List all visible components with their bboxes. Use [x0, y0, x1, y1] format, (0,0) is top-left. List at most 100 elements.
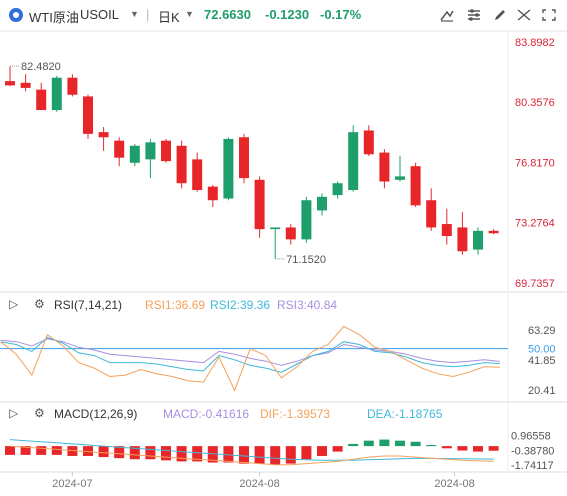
- symbol-dropdown-icon[interactable]: ▼: [130, 9, 139, 19]
- macd-histogram-bar: [161, 446, 171, 461]
- macd-histogram-bar: [114, 446, 125, 459]
- dif-line: [9, 445, 494, 466]
- macd-histogram-bar: [426, 445, 437, 447]
- macd-histogram-bar: [395, 440, 405, 447]
- macd-histogram-bar: [473, 446, 483, 452]
- macd-histogram-bar: [239, 446, 249, 464]
- candle-body: [239, 137, 249, 179]
- macd-histogram-bar: [67, 446, 78, 456]
- macd-histogram-bar: [317, 446, 327, 456]
- candle-body: [129, 145, 140, 163]
- candle-body: [51, 77, 62, 111]
- toolbar: WTI原油 USOIL ▼ | 日K ▼ 72.6630 -0.1230 -0.…: [0, 0, 567, 30]
- macd-axis-tick: 0.96558: [511, 431, 551, 443]
- rsi3-value: RSI3:40.84: [277, 298, 338, 312]
- candle-body: [410, 166, 421, 206]
- candle-body: [348, 132, 359, 191]
- instrument-logo-icon: [9, 8, 23, 22]
- crosshair-icon[interactable]: [514, 6, 534, 24]
- macd-value: MACD:-0.41616: [163, 407, 250, 421]
- candle-body: [83, 96, 93, 134]
- macd-histogram-bar: [348, 443, 359, 447]
- macd-histogram-bar: [223, 446, 234, 463]
- macd-histogram-bar: [36, 446, 47, 455]
- candle-body: [67, 77, 78, 95]
- candle-body: [426, 200, 437, 228]
- price-axis-tick: 83.8982: [515, 37, 555, 49]
- price-axis-tick: 80.3576: [515, 97, 555, 109]
- period-selector[interactable]: 日K: [158, 10, 180, 25]
- candle-body: [114, 140, 125, 158]
- candle-body: [363, 130, 374, 155]
- candle-body: [332, 183, 343, 196]
- x-axis-label: 2024-08: [239, 478, 279, 490]
- candle-body: [5, 81, 15, 86]
- price-change: -0.1230: [265, 7, 310, 22]
- price-axis-tick: 73.2764: [515, 218, 555, 230]
- toolbar-divider: |: [146, 7, 150, 22]
- instrument-name[interactable]: WTI原油: [29, 10, 79, 25]
- settings-icon[interactable]: [464, 6, 484, 24]
- macd-histogram-bar: [83, 446, 93, 456]
- candle-body: [395, 176, 405, 180]
- symbol-selector[interactable]: USOIL: [80, 7, 120, 22]
- candle-body: [145, 142, 156, 160]
- rsi-axis-tick: 41.85: [528, 355, 556, 367]
- candle-body: [301, 200, 312, 240]
- rsi-header: ▷ ⚙ RSI(7,14,21) RSI1:36.69 RSI2:39.36 R…: [0, 297, 567, 316]
- candle-body: [270, 227, 281, 230]
- macd-histogram-bar: [488, 446, 499, 451]
- candle-body: [379, 152, 390, 182]
- x-axis-label: 2024-08: [434, 478, 474, 490]
- dea-line: [9, 439, 494, 461]
- candle-body: [176, 145, 187, 184]
- macd-settings-icon[interactable]: ⚙: [34, 406, 45, 420]
- rsi-collapse-icon[interactable]: ▷: [9, 297, 19, 311]
- draw-icon[interactable]: [437, 6, 457, 24]
- macd-axis-tick: -1.74117: [511, 460, 554, 472]
- macd-histogram-bar: [20, 446, 31, 455]
- candle-body: [473, 230, 483, 250]
- macd-histogram-bar: [410, 441, 421, 447]
- period-dropdown-icon[interactable]: ▼: [185, 9, 194, 19]
- candle-body: [192, 159, 203, 191]
- rsi-axis-tick: 50.00: [528, 344, 556, 356]
- macd-histogram-bar: [192, 446, 203, 462]
- rsi-label: RSI(7,14,21): [54, 298, 123, 312]
- macd-histogram-bar: [332, 446, 343, 452]
- high-price-label: 82.4820: [21, 61, 61, 73]
- candle-body: [223, 138, 234, 199]
- macd-histogram-bar: [145, 446, 156, 460]
- macd-histogram-bar: [270, 446, 281, 465]
- rsi1-value: RSI1:36.69: [145, 298, 206, 312]
- rsi3-line: [0, 338, 500, 366]
- macd-axis-tick: -0.38780: [511, 445, 554, 457]
- candle-body: [488, 230, 499, 234]
- rsi-axis-tick: 63.29: [528, 325, 556, 337]
- macd-histogram-bar: [129, 446, 140, 460]
- rsi2-value: RSI2:39.36: [210, 298, 271, 312]
- macd-histogram-bar: [51, 446, 62, 455]
- rsi2-line: [0, 336, 500, 373]
- candle-body: [98, 132, 109, 138]
- low-price-label: 71.1520: [286, 254, 326, 266]
- macd-histogram-bar: [379, 439, 390, 447]
- candle-body: [317, 196, 327, 211]
- dea-value: DEA:-1.18765: [367, 407, 443, 421]
- macd-label: MACD(12,26,9): [54, 407, 138, 421]
- pen-icon[interactable]: [490, 6, 510, 24]
- rsi-settings-icon[interactable]: ⚙: [34, 297, 45, 311]
- macd-histogram-bar: [254, 446, 265, 464]
- macd-collapse-icon[interactable]: ▷: [9, 406, 19, 420]
- expand-icon[interactable]: [539, 6, 559, 24]
- price-axis-tick: 69.7357: [515, 278, 555, 290]
- candle-body: [457, 227, 468, 252]
- macd-histogram-bar: [285, 446, 296, 464]
- rsi1-line: [0, 325, 500, 392]
- rsi-axis-tick: 20.41: [528, 385, 556, 397]
- macd-header: ▷ ⚙ MACD(12,26,9) MACD:-0.41616 DIF:-1.3…: [0, 406, 567, 425]
- macd-histogram-bar: [207, 446, 218, 463]
- macd-histogram-bar: [5, 446, 15, 455]
